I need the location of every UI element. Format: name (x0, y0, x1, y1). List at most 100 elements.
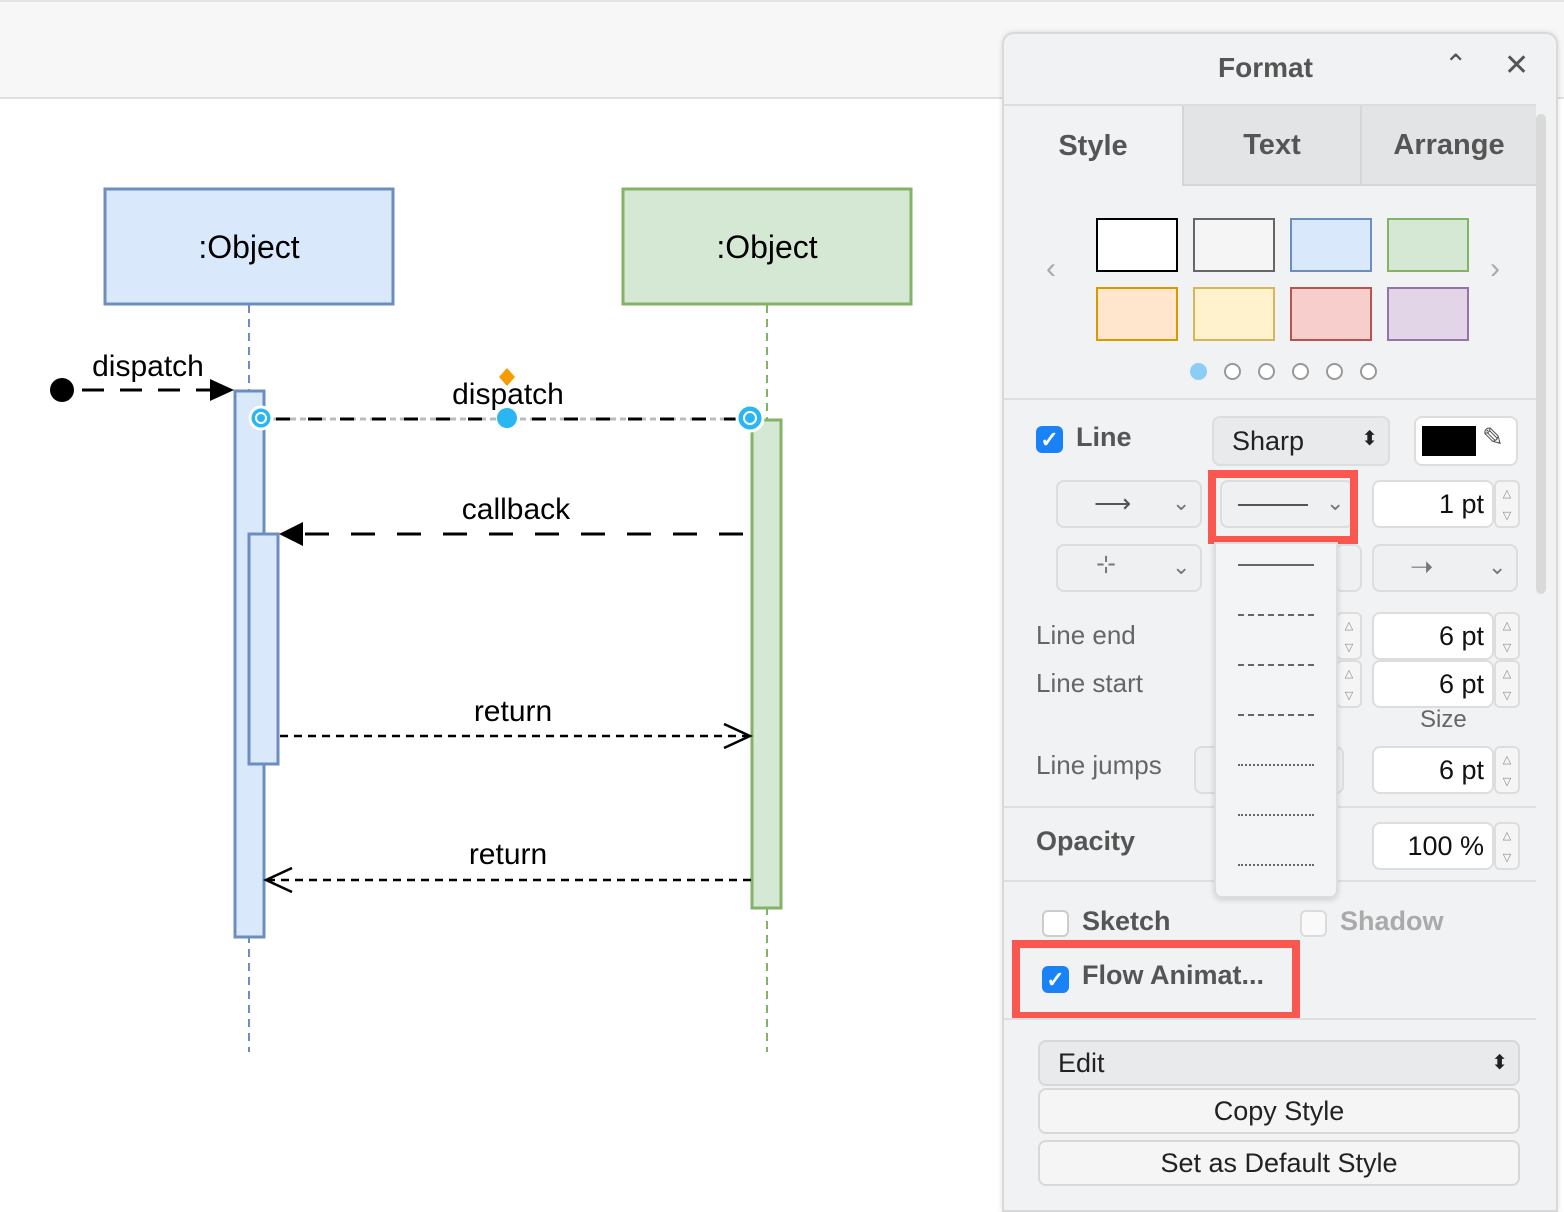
pattern-option-dashed[interactable] (1238, 664, 1314, 666)
color-swatch[interactable] (1387, 287, 1469, 341)
line-checkbox[interactable]: ✓ (1036, 426, 1063, 453)
scrollbar[interactable] (1536, 114, 1546, 594)
color-swatch[interactable] (1387, 218, 1469, 272)
color-swatch[interactable] (1290, 218, 1372, 272)
next-swatches-icon[interactable]: › (1490, 252, 1500, 285)
line-end-size-stepper[interactable]: △ ▽ (1494, 612, 1520, 660)
prev-swatches-icon[interactable]: ‹ (1046, 252, 1056, 285)
edit-select[interactable]: Edit ⬍ (1038, 1040, 1520, 1086)
lifeline-1[interactable]: :Object (103, 187, 395, 1052)
highlight-box (1208, 470, 1358, 544)
line-width-stepper[interactable]: △ ▽ (1494, 480, 1520, 528)
color-swatch[interactable] (1193, 287, 1275, 341)
line-width-input[interactable]: 1 pt (1372, 480, 1494, 528)
flow-animation-checkbox[interactable]: ✓ (1042, 966, 1069, 993)
collapse-icon[interactable]: ⌃ (1444, 49, 1468, 80)
line-end-spacing-stepper[interactable]: △ ▽ (1336, 612, 1362, 660)
endpoint-handle-icon[interactable] (735, 403, 765, 433)
line-color-button[interactable]: ✎ (1414, 416, 1518, 466)
pattern-option-dashed[interactable] (1238, 714, 1314, 716)
sketch-label: Sketch (1082, 906, 1171, 936)
label-handle-icon[interactable] (499, 368, 515, 386)
tab-text[interactable]: Text (1182, 106, 1360, 186)
color-swatch[interactable] (1096, 287, 1178, 341)
swatch-page-dot[interactable] (1292, 363, 1309, 380)
close-icon[interactable]: ✕ (1504, 49, 1530, 82)
lifeline-2-label: :Object (716, 229, 817, 265)
line-end-select[interactable]: ➝ ⌄ (1372, 544, 1518, 592)
lifeline-2[interactable]: :Object (621, 187, 913, 1052)
swatch-page-dot[interactable] (1190, 363, 1207, 380)
line-end-label: Line end (1036, 620, 1136, 650)
color-swatch[interactable] (1193, 218, 1275, 272)
diagram-canvas[interactable]: :Object :Object dispatch dispatch callba… (0, 100, 1002, 1204)
message-label: callback (462, 493, 571, 526)
message-dispatch-selected[interactable]: dispatch (248, 368, 765, 433)
line-style-value: Sharp (1232, 426, 1305, 456)
swatch-page-dot[interactable] (1224, 363, 1241, 380)
message-label: return (469, 838, 547, 871)
opacity-label: Opacity (1036, 826, 1136, 856)
color-swatch[interactable] (1096, 218, 1178, 272)
format-panel: Format ⌃ ✕ Style Text Arrange ‹ › ✓ Line… (1002, 32, 1558, 1212)
pattern-option-dotted[interactable] (1238, 864, 1314, 866)
tab-arrange[interactable]: Arrange (1360, 106, 1536, 186)
sketch-checkbox[interactable] (1042, 910, 1069, 937)
message-label: return (474, 695, 552, 728)
line-start-select (1334, 544, 1362, 592)
opacity-input[interactable]: 100 % (1372, 822, 1494, 870)
eyedropper-icon: ✎ (1482, 422, 1504, 452)
set-default-style-button[interactable]: Set as Default Style (1038, 1140, 1520, 1186)
chevron-down-icon: ⌄ (1172, 490, 1191, 515)
message-label: dispatch (92, 350, 204, 383)
chevron-down-icon: ⌄ (1326, 490, 1345, 515)
line-label: Line (1076, 422, 1132, 452)
edge-style-select[interactable]: ⟶ ⌄ (1056, 480, 1202, 528)
activation-bar-nested[interactable] (247, 532, 280, 766)
pattern-option-dotted[interactable] (1238, 764, 1314, 766)
waypoints-select[interactable]: ⊹ ⌄ (1056, 544, 1202, 592)
line-style-select[interactable]: Sharp ⬍ (1212, 416, 1390, 466)
line-pattern-dropdown[interactable] (1214, 542, 1338, 898)
message-return-2[interactable]: return (263, 838, 751, 894)
chevron-down-icon: ⌄ (1172, 554, 1191, 579)
message-callback[interactable]: callback (279, 493, 748, 546)
solid-line-icon (1238, 504, 1308, 506)
select-arrows-icon: ⬍ (1491, 1052, 1508, 1074)
line-jumps-label: Line jumps (1036, 750, 1162, 780)
pattern-option-solid[interactable] (1238, 564, 1314, 566)
message-found-dispatch[interactable]: dispatch (50, 350, 234, 402)
color-swatch[interactable] (1290, 287, 1372, 341)
midpoint-handle-icon[interactable] (497, 408, 517, 428)
flow-animation-label: Flow Animat... (1082, 960, 1264, 990)
message-return-1[interactable]: return (280, 695, 753, 750)
arrow-right-icon: ➝ (1410, 551, 1434, 582)
line-start-label: Line start (1036, 668, 1143, 698)
arrow-right-icon: ⟶ (1094, 488, 1132, 518)
color-swatch (1422, 426, 1476, 456)
select-arrows-icon: ⬍ (1361, 428, 1378, 450)
tab-style[interactable]: Style (1004, 106, 1182, 186)
line-start-size-stepper[interactable]: △ ▽ (1494, 660, 1520, 708)
copy-style-button[interactable]: Copy Style (1038, 1088, 1520, 1134)
swatch-page-dot[interactable] (1326, 363, 1343, 380)
edit-label: Edit (1058, 1047, 1105, 1078)
endpoint-handle-icon[interactable] (248, 405, 274, 431)
line-start-size-input[interactable]: 6 pt (1372, 660, 1494, 708)
highlight-box (1012, 940, 1300, 1020)
swatch-page-dot[interactable] (1360, 363, 1377, 380)
line-end-size-input[interactable]: 6 pt (1372, 612, 1494, 660)
waypoints-icon: ⊹ (1096, 551, 1117, 578)
line-jumps-stepper[interactable]: △ ▽ (1494, 746, 1520, 794)
size-label: Size (1420, 706, 1467, 733)
shadow-checkbox[interactable] (1300, 910, 1327, 937)
swatch-page-dot[interactable] (1258, 363, 1275, 380)
line-pattern-select[interactable]: ⌄ (1220, 480, 1354, 528)
panel-title: Format (1218, 52, 1313, 83)
line-start-spacing-stepper[interactable]: △ ▽ (1336, 660, 1362, 708)
pattern-option-dashed[interactable] (1238, 614, 1314, 616)
activation-bar[interactable] (750, 418, 783, 910)
line-jumps-size-input[interactable]: 6 pt (1372, 746, 1494, 794)
pattern-option-dotted[interactable] (1238, 814, 1314, 816)
opacity-stepper[interactable]: △ ▽ (1494, 822, 1520, 870)
